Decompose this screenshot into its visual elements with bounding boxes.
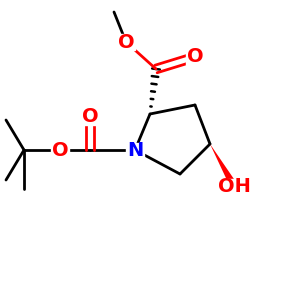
Text: O: O <box>118 32 134 52</box>
Bar <box>117 34 135 50</box>
Text: O: O <box>187 47 203 67</box>
Bar <box>222 178 246 194</box>
Text: O: O <box>52 140 68 160</box>
Polygon shape <box>210 144 237 188</box>
Bar <box>51 142 69 158</box>
Text: O: O <box>82 107 98 127</box>
Text: N: N <box>127 140 143 160</box>
Bar <box>126 142 144 158</box>
Bar <box>186 50 204 64</box>
Text: OH: OH <box>218 176 250 196</box>
Bar <box>81 110 99 124</box>
